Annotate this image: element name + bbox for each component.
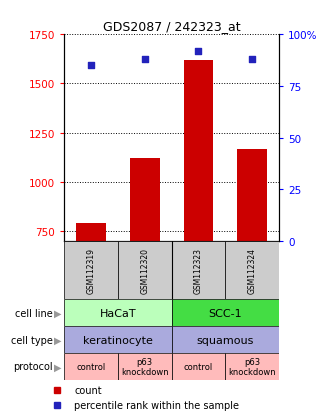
Text: GSM112320: GSM112320 xyxy=(140,247,149,294)
Text: GSM112324: GSM112324 xyxy=(248,247,256,294)
Point xyxy=(249,57,255,63)
Point xyxy=(88,63,94,69)
Bar xyxy=(64,353,118,380)
Text: HaCaT: HaCaT xyxy=(100,308,136,318)
Point xyxy=(196,48,201,55)
Text: p63
knockdown: p63 knockdown xyxy=(121,357,169,376)
Bar xyxy=(130,159,159,242)
Text: control: control xyxy=(77,362,106,371)
Bar xyxy=(64,242,118,299)
Bar xyxy=(172,353,225,380)
Bar xyxy=(225,242,279,299)
Text: cell line: cell line xyxy=(15,308,53,318)
Text: SCC-1: SCC-1 xyxy=(209,308,242,318)
Text: control: control xyxy=(184,362,213,371)
Point xyxy=(142,57,148,63)
Bar xyxy=(172,299,279,326)
Bar xyxy=(64,326,172,353)
Bar xyxy=(118,242,172,299)
Text: count: count xyxy=(74,385,102,395)
Bar xyxy=(172,242,225,299)
Bar xyxy=(118,353,172,380)
Text: squamous: squamous xyxy=(197,335,254,345)
Bar xyxy=(225,353,279,380)
Title: GDS2087 / 242323_at: GDS2087 / 242323_at xyxy=(103,19,241,33)
Text: p63
knockdown: p63 knockdown xyxy=(228,357,276,376)
Text: keratinocyte: keratinocyte xyxy=(83,335,153,345)
Bar xyxy=(237,149,267,242)
Text: ▶: ▶ xyxy=(54,335,61,345)
Bar xyxy=(172,326,279,353)
Text: cell type: cell type xyxy=(11,335,53,345)
Text: protocol: protocol xyxy=(13,361,53,372)
Text: ▶: ▶ xyxy=(54,308,61,318)
Text: ▶: ▶ xyxy=(54,361,61,372)
Text: GSM112323: GSM112323 xyxy=(194,247,203,294)
Bar xyxy=(64,299,172,326)
Bar xyxy=(184,61,213,242)
Bar xyxy=(77,224,106,242)
Text: GSM112319: GSM112319 xyxy=(87,247,96,294)
Text: percentile rank within the sample: percentile rank within the sample xyxy=(74,400,239,410)
